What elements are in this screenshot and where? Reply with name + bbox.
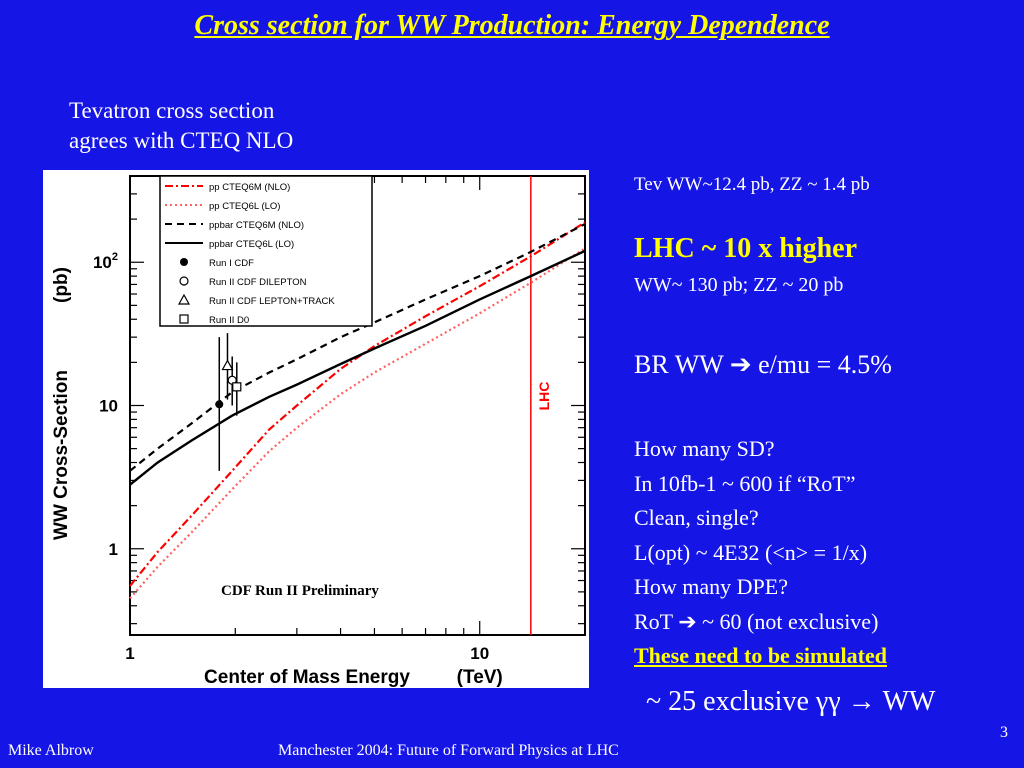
intro-line-2: agrees with CTEQ NLO xyxy=(69,128,294,153)
x-axis-unit: (TeV) xyxy=(457,667,503,688)
x-tick-label: 1 xyxy=(125,644,134,663)
exclusive-note: ~ 25 exclusive γγ → WW xyxy=(646,686,936,717)
branching-ratio: BR WW ➔ e/mu = 4.5% xyxy=(634,350,892,379)
legend-entry: Run II CDF DILEPTON xyxy=(209,277,307,288)
legend-entry: Run II D0 xyxy=(209,315,249,326)
question-line: RoT ➔ ~ 60 (not exclusive) xyxy=(634,608,879,634)
x-tick-label: 10 xyxy=(470,644,489,663)
series-line xyxy=(129,249,586,486)
series-line xyxy=(129,247,586,600)
y-axis-unit: (pb) xyxy=(51,267,72,303)
legend-entry: ppbar CTEQ6M (NLO) xyxy=(209,220,304,231)
page-number: 3 xyxy=(1000,724,1008,741)
intro-text: Tevatron cross section agrees with CTEQ … xyxy=(69,96,293,156)
point-marker xyxy=(215,400,224,409)
legend-entry: Run I CDF xyxy=(209,258,254,269)
data-point xyxy=(215,337,224,471)
y-tick-sup: 2 xyxy=(112,251,118,263)
y-tick-label: 102 xyxy=(93,251,118,272)
point-marker xyxy=(232,382,242,392)
lhc-subtext: WW~ 130 pb; ZZ ~ 20 pb xyxy=(634,274,844,296)
legend-marker xyxy=(179,276,189,286)
legend-entry: pp CTEQ6L (LO) xyxy=(209,201,280,212)
series-line xyxy=(129,223,586,472)
lhc-heading: LHC ~ 10 x higher xyxy=(634,233,858,264)
legend-entry: ppbar CTEQ6L (LO) xyxy=(209,239,294,250)
footer-event: Manchester 2004: Future of Forward Physi… xyxy=(278,742,619,759)
y-tick-label: 10 xyxy=(99,397,118,416)
legend-marker xyxy=(180,258,188,266)
legend-entry: pp CTEQ6M (NLO) xyxy=(209,182,290,193)
chart-legend: pp CTEQ6M (NLO) pp CTEQ6L (LO) ppbar CTEQ6… xyxy=(159,175,373,327)
question-line: How many SD? xyxy=(634,436,775,461)
y-axis-label: WW Cross-Section xyxy=(51,370,72,540)
question-line: L(opt) ~ 4E32 (<n> = 1/x) xyxy=(634,539,868,565)
legend-marker xyxy=(177,293,191,305)
chart-svg: 1 10 1 10 102 Center of Mass Energy (TeV) WW Cr… xyxy=(51,175,586,688)
question-line: Clean, single? xyxy=(634,505,759,530)
simulate-note: These need to be simulated xyxy=(634,643,887,668)
lhc-line-label: LHC xyxy=(536,382,552,411)
questions-block: How many SD? In 10fb-1 ~ 600 if “RoT” Cl… xyxy=(634,432,887,674)
legend-marker xyxy=(179,314,189,324)
x-axis-label: Center of Mass Energy xyxy=(204,667,410,688)
question-line: How many DPE? xyxy=(634,574,788,599)
y-tick-label: 1 xyxy=(109,540,118,559)
footer-author: Mike Albrow xyxy=(8,742,94,759)
series-line xyxy=(129,221,586,587)
intro-line-1: Tevatron cross section xyxy=(69,98,275,123)
slide-title: Cross section for WW Production: Energy … xyxy=(194,10,830,41)
question-line: In 10fb-1 ~ 600 if “RoT” xyxy=(634,470,856,496)
data-point xyxy=(221,333,234,400)
legend-box xyxy=(159,175,373,327)
point-marker xyxy=(221,359,234,371)
tevatron-note: Tev WW~12.4 pb, ZZ ~ 1.4 pb xyxy=(634,174,870,195)
cross-section-chart: 1 10 1 10 102 Center of Mass Energy (TeV) WW Cr… xyxy=(43,170,589,688)
data-point xyxy=(232,362,242,416)
legend-entry: Run II CDF LEPTON+TRACK xyxy=(209,296,335,307)
chart-annotation: CDF Run II Preliminary xyxy=(221,583,379,599)
